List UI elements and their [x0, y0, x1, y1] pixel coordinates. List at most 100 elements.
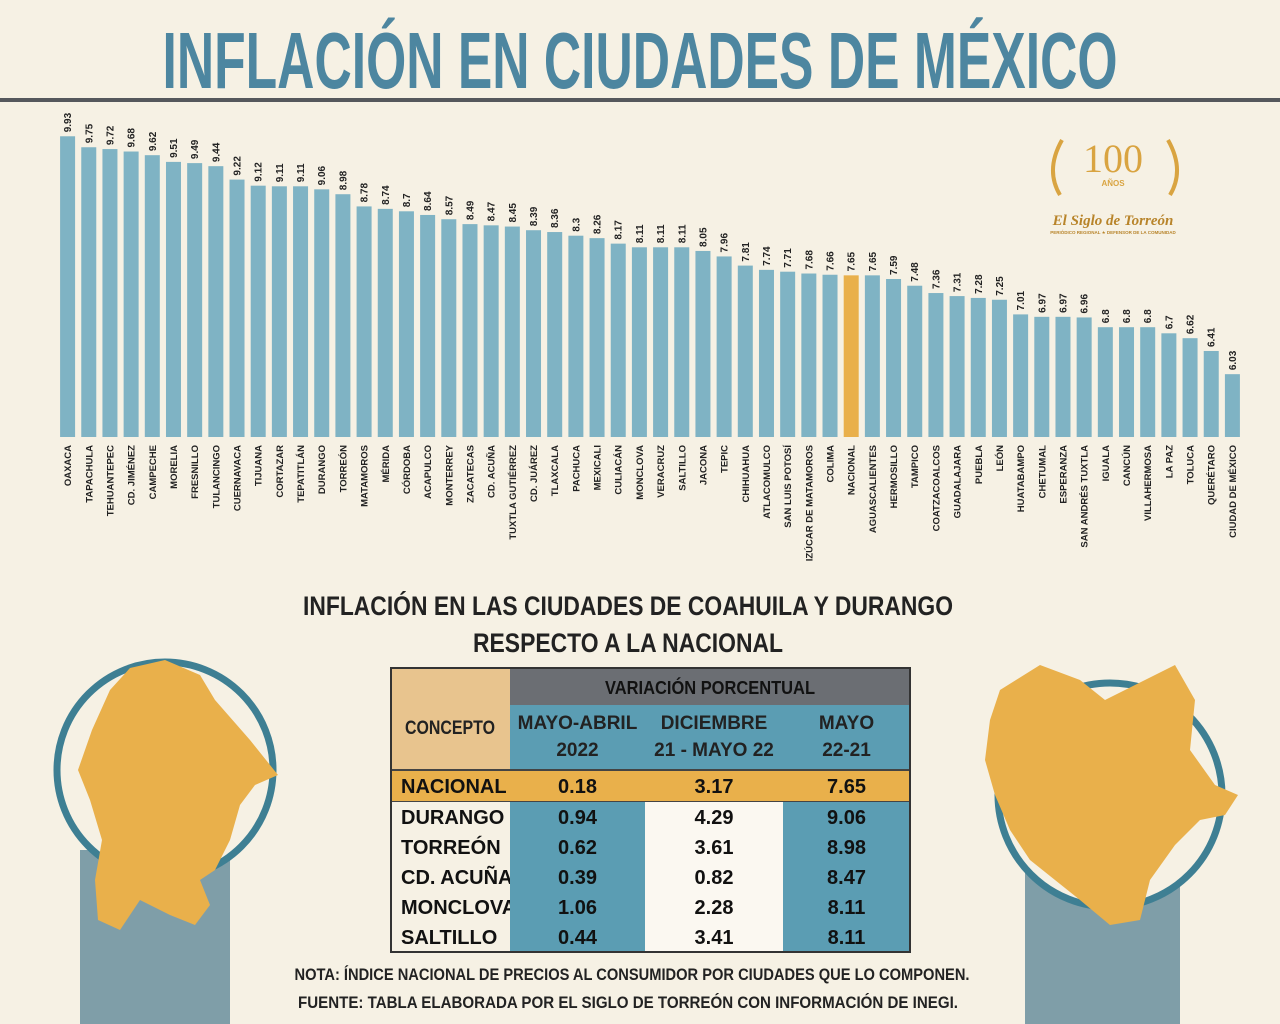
- bar: [949, 296, 965, 437]
- bar: [568, 235, 584, 437]
- value-label: 8.57: [444, 195, 455, 215]
- x-tick-label: ESPERANZA: [1058, 445, 1069, 504]
- bar: [610, 243, 626, 437]
- group-header: VARIACIÓN PORCENTUAL: [605, 677, 815, 698]
- value-label: 7.65: [847, 251, 858, 271]
- x-tick-label: DURANGO: [317, 445, 328, 494]
- cell-value: 0.62: [558, 837, 597, 859]
- value-label: 8.17: [614, 220, 625, 240]
- value-label: 6.97: [1058, 293, 1069, 313]
- value-label: 8.39: [529, 206, 540, 226]
- value-label: 8.3: [571, 217, 582, 231]
- table-title: INFLACIÓN EN LAS CIUDADES DE COAHUILA Y …: [303, 590, 953, 621]
- x-tick-label: CHETUMAL: [1037, 445, 1048, 498]
- table-cell: [510, 892, 645, 922]
- x-tick-label: IGUALA: [1101, 445, 1112, 482]
- x-tick-label: VILLAHERMOSA: [1143, 445, 1154, 521]
- bar: [991, 299, 1007, 437]
- cell-value: 4.29: [695, 807, 734, 829]
- bar: [102, 149, 118, 437]
- bar: [1076, 317, 1092, 437]
- bar: [1224, 374, 1240, 437]
- value-label: 9.12: [254, 162, 265, 182]
- value-label: 7.68: [804, 250, 815, 270]
- x-tick-label: LA PAZ: [1164, 445, 1175, 478]
- bar: [653, 247, 669, 437]
- bar: [504, 226, 520, 437]
- bar: [843, 275, 859, 437]
- value-label: 9.49: [190, 139, 201, 159]
- cell-value: 8.11: [828, 897, 866, 919]
- x-tick-label: COATZACOALCOS: [931, 445, 942, 531]
- value-label: 7.96: [720, 233, 731, 253]
- x-tick-label: TEPIC: [720, 445, 731, 473]
- cell-value: 0.18: [558, 776, 597, 798]
- x-tick-label: CHIHUAHUA: [741, 445, 752, 503]
- table-title: RESPECTO A LA NACIONAL: [473, 628, 783, 658]
- column-header: 2022: [556, 740, 598, 761]
- value-label: 6.7: [1164, 315, 1175, 329]
- value-label: 8.98: [338, 170, 349, 190]
- x-tick-label: SAN ANDRÉS TUXTLA: [1080, 445, 1091, 548]
- bar: [462, 224, 478, 437]
- x-tick-label: HUATABAMPO: [1016, 445, 1027, 512]
- value-label: 7.36: [931, 269, 942, 289]
- x-tick-label: TAMPICO: [910, 445, 921, 488]
- x-tick-label: TEPATITLÁN: [296, 445, 307, 503]
- x-tick-label: CAMPECHE: [148, 445, 159, 499]
- value-label: 9.62: [148, 131, 159, 151]
- value-label: 6.8: [1122, 309, 1133, 323]
- x-tick-label: SAN LUIS POTOSÍ: [783, 445, 794, 528]
- x-tick-label: AGUASCALIENTES: [868, 445, 879, 533]
- x-tick-label: TLAXCALA: [550, 445, 561, 496]
- bar: [674, 247, 690, 437]
- cell-value: 8.11: [828, 927, 866, 949]
- group-header-cell: [510, 668, 910, 705]
- bar: [483, 225, 499, 437]
- cell-value: 1.06: [558, 897, 597, 919]
- bar: [144, 155, 160, 437]
- x-tick-label: LEÓN: [994, 445, 1006, 472]
- table-cell: [783, 862, 910, 892]
- bar: [271, 186, 287, 437]
- value-label: 7.65: [868, 251, 879, 271]
- value-label: 7.71: [783, 248, 794, 268]
- value-label: 7.48: [910, 262, 921, 282]
- x-tick-label: MORELIA: [169, 445, 180, 489]
- table-cell: [510, 832, 645, 862]
- column-header: 21 - MAYO 22: [654, 740, 774, 761]
- bar: [377, 208, 393, 437]
- bar: [695, 250, 711, 437]
- table-cell: [645, 832, 783, 862]
- x-tick-label: FRESNILLO: [190, 445, 201, 499]
- value-label: 7.25: [995, 276, 1006, 296]
- value-label: 6.03: [1228, 350, 1239, 370]
- state-shape: [78, 660, 278, 930]
- logo: 100 AÑOS El Siglo de Torreón PERIÓDICO R…: [1050, 136, 1179, 235]
- durango-map: [985, 665, 1238, 1024]
- table-cell: [783, 892, 910, 922]
- bar: [1034, 316, 1050, 437]
- cell-value: 9.06: [827, 807, 866, 829]
- value-label: 9.11: [296, 163, 307, 182]
- x-tick-label: TORREÓN: [337, 445, 349, 492]
- cell-value: 3.17: [695, 776, 734, 798]
- logo-years: AÑOS: [1101, 179, 1125, 188]
- value-label: 7.01: [1016, 290, 1027, 310]
- x-tick-label: CORTAZAR: [275, 445, 286, 498]
- x-tick-label: MONTERREY: [444, 444, 455, 505]
- table-cell: [783, 922, 910, 952]
- note: NOTA: ÍNDICE NACIONAL DE PRECIOS AL CONS…: [295, 965, 970, 984]
- title-rule: [0, 98, 1280, 102]
- row-label: SALTILLO: [401, 927, 497, 949]
- chart-title: INFLACIÓN EN CIUDADES DE MÉXICO: [163, 16, 1118, 105]
- table-cell: [391, 922, 510, 952]
- x-tick-label: PUEBLA: [974, 445, 985, 484]
- table-cell: [645, 802, 783, 832]
- table-cell: [391, 892, 510, 922]
- bar: [208, 166, 224, 437]
- x-tick-label: CIUDAD DE MÉXICO: [1228, 445, 1239, 538]
- value-label: 7.81: [741, 242, 752, 262]
- bar: [165, 161, 181, 437]
